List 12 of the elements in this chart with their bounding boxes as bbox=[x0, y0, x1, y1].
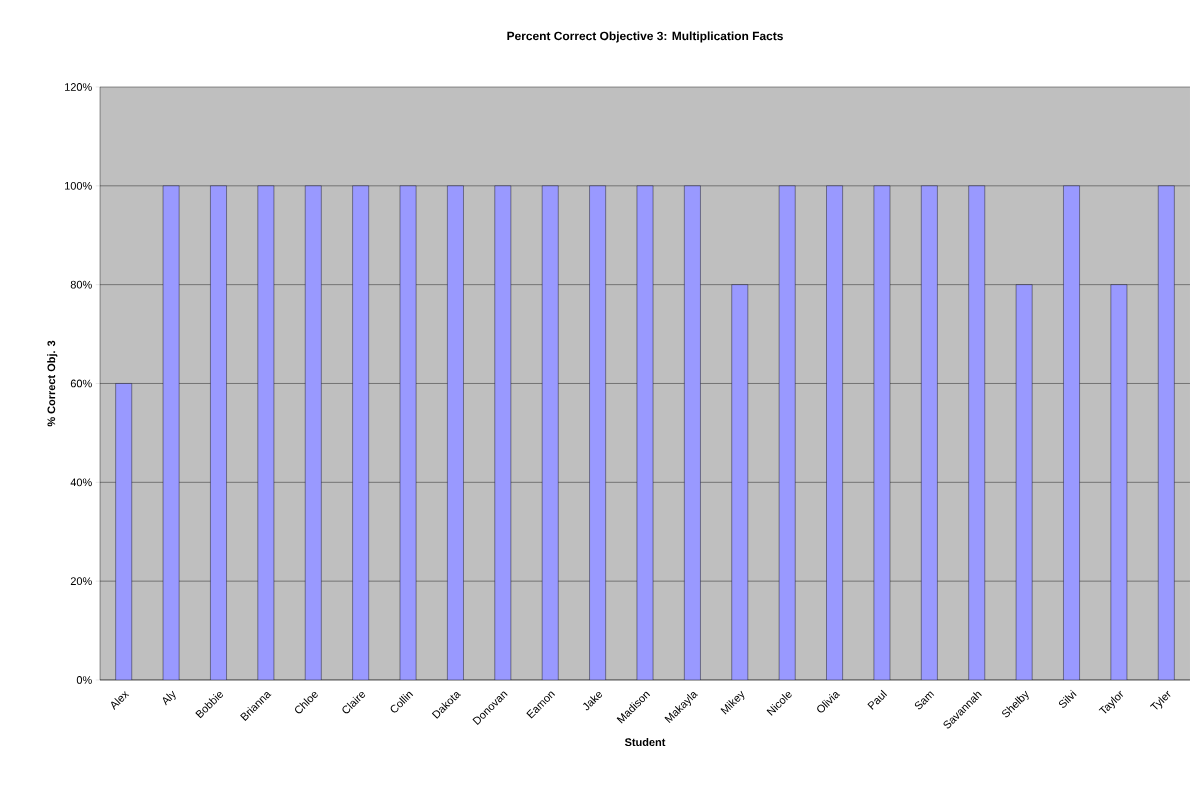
chart-title: Percent Correct Objective 3: Multiplication Facts bbox=[507, 31, 783, 43]
y-tick-label: 100% bbox=[65, 181, 92, 190]
y-axis-title: % Correct Obj. 3 bbox=[47, 340, 58, 427]
y-tick-label: 20% bbox=[70, 577, 92, 586]
y-tick-label: 120% bbox=[65, 83, 92, 91]
y-tick-label: 60% bbox=[70, 379, 92, 388]
x-tick-label: Silvi bbox=[1058, 689, 1077, 708]
x-axis-title: Student bbox=[624, 738, 666, 747]
y-tick-label: 0% bbox=[76, 676, 92, 684]
y-tick-label: 80% bbox=[70, 280, 92, 289]
x-tick-label: Aly bbox=[162, 690, 176, 706]
y-tick-label: 40% bbox=[70, 478, 92, 487]
